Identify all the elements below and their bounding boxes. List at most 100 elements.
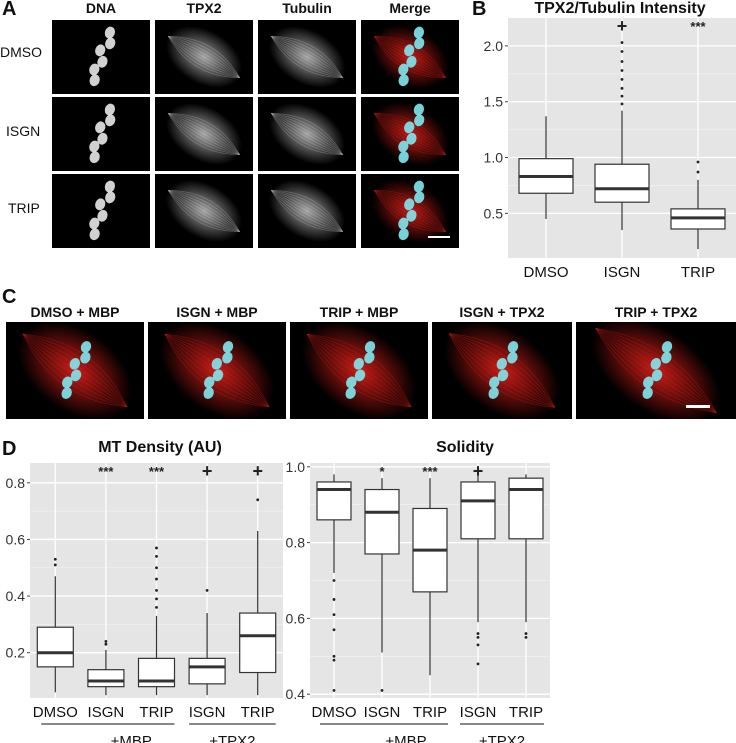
micrograph-a-r3-c1: [52, 174, 150, 248]
outlier-point: [332, 628, 336, 632]
micrograph-a-r2-c2: [155, 97, 253, 171]
box-body: [87, 669, 125, 688]
y-tick-label: 0.4: [286, 686, 306, 702]
box-3: [137, 546, 176, 696]
outlier-point: [524, 635, 528, 639]
micrograph-c-3: [290, 322, 428, 419]
box-body: [188, 657, 226, 685]
micrograph-a-r2-c4: [361, 97, 459, 171]
group-label-tpx2: +TPX2: [479, 733, 525, 743]
outlier-point: [155, 597, 158, 601]
solidity-title: Solidity: [436, 439, 494, 456]
y-tick-label: 0.6: [6, 531, 26, 547]
panel-a-row-dmso: DMSO: [0, 44, 42, 60]
box-2: [364, 478, 400, 692]
box-5: [239, 498, 277, 696]
significance-label: ***: [690, 19, 706, 34]
y-tick-label: 0.6: [286, 610, 306, 626]
outlier-point: [155, 546, 158, 550]
box-body: [594, 163, 650, 203]
y-tick-label: 1.0: [484, 150, 504, 166]
significance-label: ***: [422, 464, 438, 479]
micrograph-a-r1-c3: [258, 20, 356, 94]
box-body: [316, 481, 352, 521]
micrograph-c-1: [6, 322, 144, 419]
box-1: [36, 557, 74, 693]
panel-b-title: TPX2/Tubulin Intensity: [534, 0, 706, 17]
solidity-chart: 0.4 0.6 0.8 1.0 DMSO * ISGN *** TRIP + ISGN TRIP +MB…: [286, 459, 550, 743]
panel-a-col-merge: Merge: [389, 0, 431, 16]
x-category-label: DMSO: [312, 704, 357, 721]
panel-a-row-isgn: ISGN: [6, 123, 41, 139]
box-body: [364, 488, 400, 555]
outlier-point: [620, 41, 624, 44]
box-body: [36, 626, 74, 668]
outlier-point: [620, 69, 624, 72]
outlier-point: [476, 662, 480, 666]
micrograph-a-r3-c2: [155, 174, 253, 248]
y-tick-label: 0.8: [286, 535, 306, 551]
box-3: [412, 478, 448, 676]
group-label-mbp: +MBP: [385, 733, 426, 743]
outlier-point: [332, 613, 336, 617]
significance-label: *: [379, 464, 385, 479]
group-label-mbp: +MBP: [111, 733, 152, 743]
significance-label: ***: [98, 464, 114, 479]
panel-c-col-isgn-mbp: ISGN + MBP: [176, 304, 258, 320]
box-body: [460, 481, 496, 540]
panel-c-col-isgn-tpx2: ISGN + TPX2: [459, 304, 545, 320]
y-tick-label: 2.0: [484, 38, 504, 54]
outlier-point: [620, 60, 624, 63]
x-category-label: DMSO: [524, 264, 569, 281]
outlier-point: [696, 170, 700, 174]
panel-d-letter: D: [2, 438, 17, 460]
outlier-point: [476, 635, 480, 639]
y-tick-label: 0.4: [6, 588, 26, 604]
panel-a-row-trip: TRIP: [8, 200, 40, 216]
significance-label: ***: [149, 464, 165, 479]
y-tick-label: 0.8: [6, 475, 26, 491]
outlier-point: [380, 689, 384, 692]
outlier-point: [155, 605, 158, 609]
outlier-point: [332, 598, 336, 601]
y-tick-label: 1.5: [484, 94, 504, 110]
micrograph-a-r2-c1: [52, 97, 150, 171]
box-4: [460, 474, 496, 666]
panel-a-col-tpx2: TPX2: [186, 0, 222, 16]
micrograph-a-r1-c4: [361, 20, 459, 94]
panel-a-col-tubulin: Tubulin: [282, 0, 332, 16]
outlier-point: [104, 639, 108, 643]
outlier-point: [476, 632, 480, 635]
mt-density-title: MT Density (AU): [98, 439, 222, 456]
panel-c-col-trip-tpx2: TRIP + TPX2: [614, 304, 698, 320]
box-3: [670, 160, 726, 250]
outlier-point: [332, 658, 336, 662]
box-1: [316, 474, 352, 692]
significance-label: +: [202, 461, 213, 481]
significance-label: +: [617, 18, 628, 36]
tpx2-tubulin-intensity-chart: 0.5 1.0 1.5 2.0 DMSO + ISGN *** TRIP: [484, 18, 736, 281]
x-category-label: ISGN: [88, 704, 125, 721]
x-category-label: TRIP: [413, 704, 447, 721]
x-category-label: ISGN: [189, 704, 226, 721]
outlier-point: [155, 577, 158, 581]
x-category-label: ISGN: [460, 704, 497, 721]
micrograph-a-r3-c3: [258, 174, 356, 248]
outlier-point: [256, 498, 260, 502]
y-tick-label: 0.5: [484, 205, 504, 221]
y-tick-label: 1.0: [286, 459, 306, 475]
outlier-point: [620, 86, 624, 90]
micrograph-a-r1-c2: [155, 20, 253, 94]
x-category-label: TRIP: [509, 704, 543, 721]
panel-c-col-dmso-mbp: DMSO + MBP: [30, 304, 120, 320]
scale-bar: [428, 236, 450, 238]
outlier-point: [53, 563, 57, 567]
outlier-point: [696, 160, 700, 164]
outlier-point: [155, 555, 158, 558]
x-category-label: TRIP: [681, 264, 715, 281]
micrograph-a-r3-c4: [361, 174, 459, 248]
scale-bar-c: [686, 405, 710, 408]
outlier-point: [332, 579, 336, 582]
x-category-label: TRIP: [241, 704, 275, 721]
box-body: [239, 612, 277, 674]
